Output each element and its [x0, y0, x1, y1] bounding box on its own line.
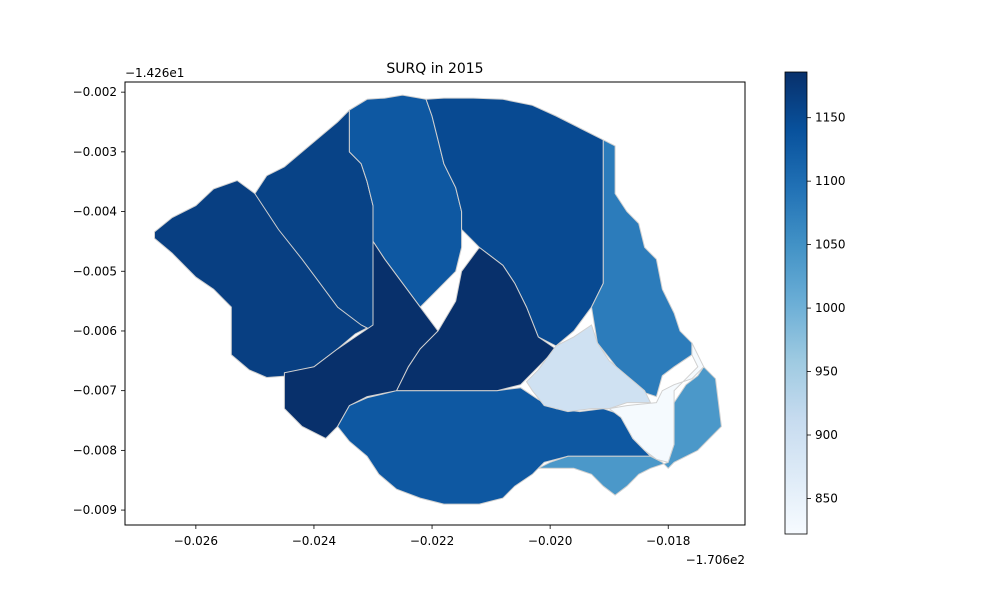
x-tick-label: −0.022	[410, 534, 454, 548]
y-tick-label: −0.003	[73, 145, 117, 159]
y-tick-label: −0.004	[73, 205, 117, 219]
y-tick-label: −0.009	[73, 503, 117, 517]
colorbar-tick-label: 1150	[815, 111, 846, 125]
subbasin-southeast-light	[525, 324, 652, 413]
y-tick-label: −0.007	[73, 384, 117, 398]
y-tick-label: −0.002	[73, 85, 117, 99]
x-tick-label: −0.026	[174, 534, 218, 548]
subbasin-west	[154, 179, 374, 379]
subbasin-far-east	[538, 366, 722, 496]
subbasin-north-center	[348, 94, 463, 308]
x-tick-label: −0.018	[646, 534, 690, 548]
y-tick-label: −0.008	[73, 443, 117, 457]
colorbar-tick-label: 850	[815, 491, 838, 505]
y-axis: −0.002 −0.003 −0.004 −0.005 −0.006 −0.007 −0.0…	[73, 85, 125, 517]
y-offset-label: −1.426e1	[125, 66, 184, 80]
chart-title: SURQ in 2015	[386, 61, 483, 77]
subbasin-northeast	[425, 97, 604, 347]
plot-frame	[124, 81, 746, 526]
x-offset-label: −1.706e2	[686, 553, 745, 567]
y-tick-label: −0.006	[73, 324, 117, 338]
colorbar: 850 900 950 1000 1050 1100 1150	[784, 71, 846, 535]
colorbar-ticks: 850 900 950 1000 1050 1100 1150	[807, 111, 846, 505]
colorbar-tick-label: 1050	[815, 238, 846, 252]
map-plot-area: −0.026 −0.024 −0.022 −0.020 −0.018 −0.002−0.…	[73, 61, 746, 567]
colorbar-tick-label: 1000	[815, 301, 846, 315]
subbasin-regions	[154, 94, 722, 505]
colorbar-tick-label: 1100	[815, 174, 846, 188]
x-tick-label: −0.020	[528, 534, 572, 548]
colorbar-gradient	[784, 71, 808, 535]
x-axis: −0.026 −0.024 −0.022 −0.020 −0.018	[174, 525, 690, 548]
colorbar-tick-label: 900	[815, 428, 838, 442]
y-tick-label: −0.005	[73, 264, 117, 278]
colorbar-tick-label: 950	[815, 365, 838, 379]
subbasin-southeast-white	[607, 342, 705, 463]
x-tick-label: −0.024	[292, 534, 336, 548]
